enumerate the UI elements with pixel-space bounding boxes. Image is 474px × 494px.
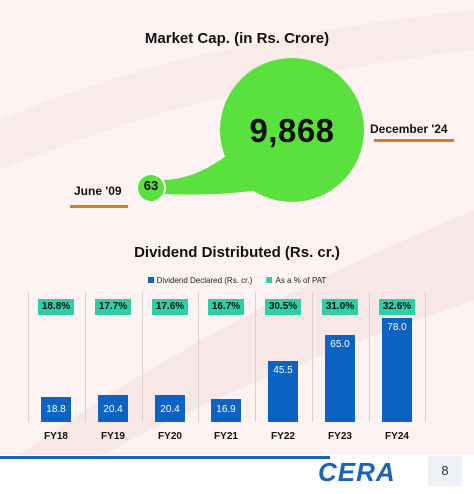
chart-separator-line — [312, 292, 313, 422]
dividend-bar — [98, 394, 128, 422]
dividend-value-label: 20.4 — [160, 404, 180, 415]
page-number: 8 — [428, 456, 462, 486]
chart-separator-line — [198, 292, 199, 422]
cera-logo: CERA — [318, 457, 396, 487]
x-tick-label: FY23 — [328, 431, 352, 442]
small-bubble — [136, 173, 166, 203]
dividend-bar — [41, 396, 71, 422]
dividend-bar — [211, 399, 241, 422]
big-bubble — [220, 58, 364, 202]
end-label-underline — [374, 139, 454, 142]
pct-of-pat-label: 17.7% — [95, 299, 131, 315]
pct-of-pat-label: 17.6% — [152, 299, 188, 315]
footer-bar — [0, 455, 474, 494]
chart-legend: Dividend Declared (Rs. cr.) As a % of PA… — [0, 276, 474, 285]
legend-label-pct: As a % of PAT — [275, 276, 327, 285]
footer-accent-line — [0, 456, 330, 459]
x-tick-label: FY20 — [158, 431, 182, 442]
dividend-value-label: 45.5 — [273, 365, 293, 377]
dividend-bar — [382, 318, 412, 422]
x-tick-label: FY18 — [44, 431, 68, 442]
market-cap-start-value: 63 — [143, 178, 159, 193]
pct-of-pat-label: 16.7% — [208, 299, 244, 315]
chart-separator-line — [255, 292, 256, 422]
dividend-bar — [268, 361, 298, 422]
market-cap-end-value: 9,868 — [249, 112, 335, 149]
x-tick-label: FY19 — [101, 431, 125, 442]
pct-of-pat-label: 30.5% — [265, 299, 301, 315]
chart-separator-line — [85, 292, 86, 422]
legend-label-dividend: Dividend Declared (Rs. cr.) — [156, 276, 253, 285]
chart-separator-line — [28, 292, 29, 422]
x-tick-label: FY21 — [214, 431, 238, 442]
chart-separator-line — [369, 292, 370, 422]
pct-of-pat-label: 32.6% — [379, 299, 415, 315]
x-tick-label: FY22 — [271, 431, 295, 442]
legend-item-pct: As a % of PAT — [266, 276, 326, 285]
dividend-value-label: 18.8 — [46, 404, 66, 415]
chart-separator-line — [142, 292, 143, 422]
start-label-underline — [70, 205, 128, 208]
market-cap-title: Market Cap. (in Rs. Crore) — [144, 30, 330, 47]
market-cap-end-label: December '24 — [370, 122, 448, 136]
market-cap-start-label: June '09 — [74, 184, 122, 198]
legend-swatch-dividend — [147, 276, 154, 283]
chart-separator-line — [425, 292, 426, 422]
pct-of-pat-label: 18.8% — [38, 299, 74, 315]
legend-item-dividend: Dividend Declared (Rs. cr.) — [147, 276, 253, 285]
pct-of-pat-label: 31.0% — [322, 299, 358, 315]
dividend-value-label: 78.0 — [387, 322, 407, 333]
legend-swatch-pct — [266, 276, 273, 283]
dividend-value-label: 16.9 — [216, 404, 236, 415]
dividend-chart-title: Dividend Distributed (Rs. cr.) — [134, 244, 340, 261]
dividend-bar — [325, 335, 355, 422]
dividend-value-label: 20.4 — [103, 404, 123, 415]
dividend-value-label: 65.0 — [330, 339, 350, 351]
dividend-bar — [155, 394, 185, 422]
x-tick-label: FY24 — [385, 431, 409, 442]
